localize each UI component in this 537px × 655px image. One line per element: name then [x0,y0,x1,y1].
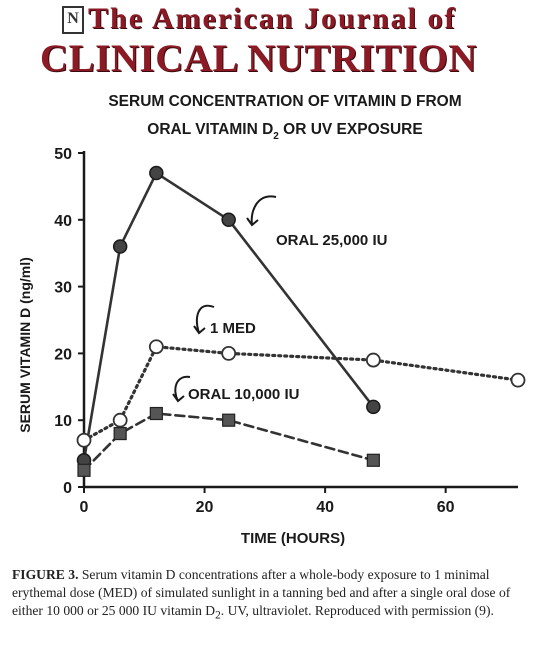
data-point [148,339,164,355]
chart-ticks: 0 10 20 30 40 50 0 20 40 60 [54,146,454,516]
data-point [366,453,380,467]
journal-masthead: N The American Journal of CLINICAL NUTRI… [0,0,537,80]
annotation-arrow-1-med-head [193,325,206,335]
data-point [149,406,163,421]
annotation-1-med: 1 MED [210,320,256,337]
chart-axes [82,151,518,489]
caption-text: Serum vitamin D concentrations after a w… [12,567,511,618]
journal-title-line2: CLINICAL NUTRITION [40,37,478,80]
vitamin-d-chart: SERUM CONCENTRATION OF VITAMIN D FROM OR… [17,93,526,547]
series-line [82,345,520,442]
data-point [510,372,526,388]
annotation-arrow-oral-25000 [250,195,277,226]
series-3 [77,406,380,477]
data-point [149,165,164,181]
annotation-oral-10000: ORAL 10,000 IU [188,386,299,403]
journal-logo-glyph: N [67,10,79,27]
data-point [221,345,237,361]
y-tick-label: 30 [54,280,72,297]
annotation-arrow-oral-10000-head [172,393,185,403]
x-tick-label: 60 [437,499,455,516]
journal-title-line1: The American Journal of [88,2,457,35]
data-point [221,212,236,228]
x-tick-label: 40 [316,499,334,516]
y-tick-label: 0 [63,480,72,497]
data-point [76,432,92,448]
y-tick-label: 20 [54,346,72,363]
caption-label: FIGURE 3. [12,567,79,582]
journal-logo: N [62,6,84,34]
chart-title-line1: SERUM CONCENTRATION OF VITAMIN D FROM [108,93,461,110]
x-axis-label: TIME (HOURS) [241,530,345,547]
data-point [113,426,127,441]
data-point [365,352,381,368]
caption-text-end: . UV, ultraviolet. Reproduced with permi… [220,603,494,618]
figure-caption: FIGURE 3. Serum vitamin D concentrations… [12,566,532,625]
data-point [366,399,381,415]
y-tick-label: 50 [54,146,72,163]
y-tick-label: 10 [54,413,72,430]
data-point [112,412,128,428]
series-1 [76,165,381,468]
data-point [77,463,91,477]
annotation-arrow-oral-25000-head [246,217,259,227]
x-tick-label: 0 [80,499,89,516]
data-point [112,239,128,254]
series-2 [76,339,526,448]
chart-title-line2: ORAL VITAMIN D2 OR UV EXPOSURE [147,121,422,142]
y-axis-label: SERUM VITAMIN D (ng/ml) [17,257,33,433]
chart-series [76,165,526,477]
y-tick-label: 40 [54,213,72,230]
chart-annotations: ORAL 25,000 IU 1 MED ORAL 10,000 IU [172,195,387,403]
caption-subscript: 2 [215,609,221,622]
annotation-oral-25000: ORAL 25,000 IU [276,232,387,249]
annotation-arrow-1-med [195,304,215,334]
data-point [222,413,236,427]
x-tick-label: 20 [196,499,214,516]
